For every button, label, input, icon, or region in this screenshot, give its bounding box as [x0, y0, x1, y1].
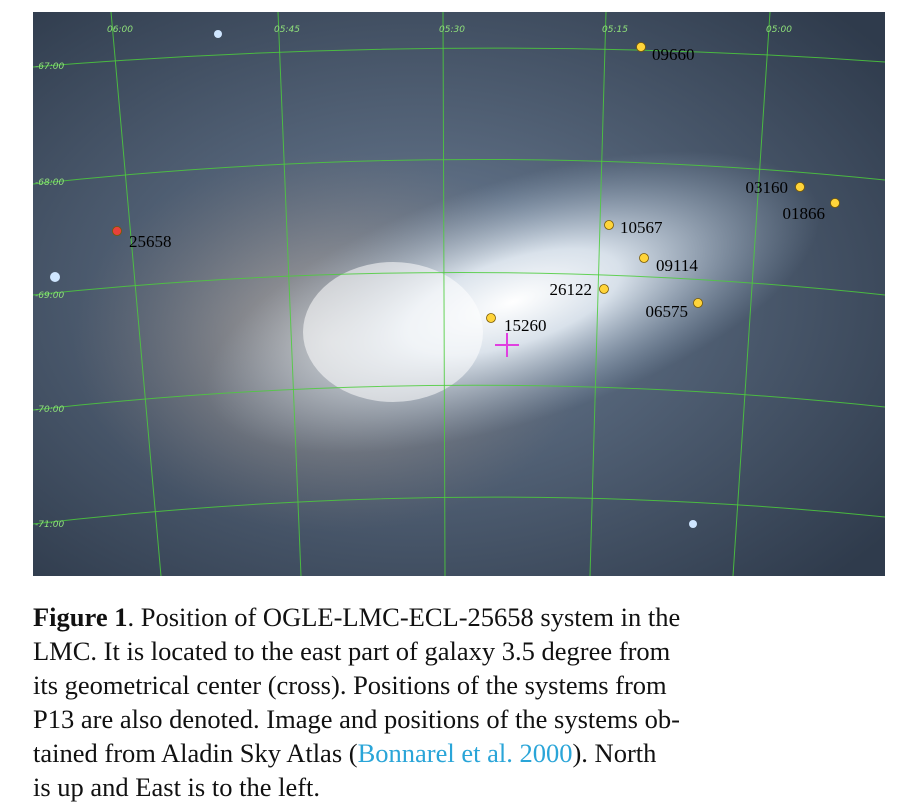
caption-line: P13 are also denoted. Image and position…	[33, 704, 680, 734]
caption-line: tained from Aladin Sky Atlas (Bonnarel e…	[33, 736, 893, 770]
star	[689, 520, 697, 528]
system-label: 26122	[550, 280, 593, 299]
system-marker	[112, 226, 122, 236]
system-marker	[639, 253, 649, 263]
caption-line: its geometrical center (cross). Position…	[33, 670, 667, 700]
dec-label: -69:00	[35, 291, 64, 301]
ra-label: 05:00	[766, 25, 792, 35]
system-marker	[636, 42, 646, 52]
ra-label: 05:45	[274, 25, 300, 35]
citation-link[interactable]: Bonnarel et al. 2000	[357, 738, 573, 768]
system-label: 03160	[746, 178, 789, 197]
sky-image: 06:00 05:45 05:30 05:15 05:00 -67:00 -68:00 -69…	[33, 12, 885, 576]
ra-label: 05:15	[602, 25, 628, 35]
dec-label: -70:00	[35, 405, 64, 415]
dec-label: -68:00	[35, 178, 64, 188]
system-marker	[830, 198, 840, 208]
caption-text: ). North	[572, 738, 657, 768]
system-marker	[599, 284, 609, 294]
caption-label: Figure 1	[33, 602, 128, 632]
system-label: 15260	[504, 316, 547, 335]
system-marker	[693, 298, 703, 308]
system-marker	[795, 182, 805, 192]
system-label: 09114	[656, 256, 698, 275]
star	[214, 30, 222, 38]
caption-text: tained from Aladin Sky Atlas (	[33, 738, 358, 768]
caption: Figure 1. Position of OGLE-LMC-ECL-25658…	[33, 600, 893, 804]
caption-text: . Position of OGLE-LMC-ECL-25658 system …	[127, 602, 681, 632]
ra-label: 05:30	[439, 25, 465, 35]
dec-grid	[33, 47, 885, 525]
center-cross	[495, 333, 519, 357]
caption-line: Figure 1. Position of OGLE-LMC-ECL-25658…	[33, 600, 893, 634]
dec-label: -67:00	[35, 62, 64, 72]
system-label: 06575	[646, 302, 689, 321]
system-label: 01866	[783, 204, 826, 223]
caption-line: LMC. It is located to the east part of g…	[33, 636, 671, 666]
galaxy-core	[303, 262, 483, 402]
ra-grid	[110, 12, 771, 576]
system-marker	[604, 220, 614, 230]
dec-label: -71:00	[35, 520, 64, 530]
system-label: 25658	[129, 232, 172, 251]
system-label: 09660	[652, 45, 695, 64]
system-label: 10567	[620, 218, 663, 237]
system-marker	[486, 313, 496, 323]
star	[50, 272, 60, 282]
ra-label: 06:00	[107, 25, 133, 35]
caption-line: is up and East is to the left.	[33, 772, 321, 802]
